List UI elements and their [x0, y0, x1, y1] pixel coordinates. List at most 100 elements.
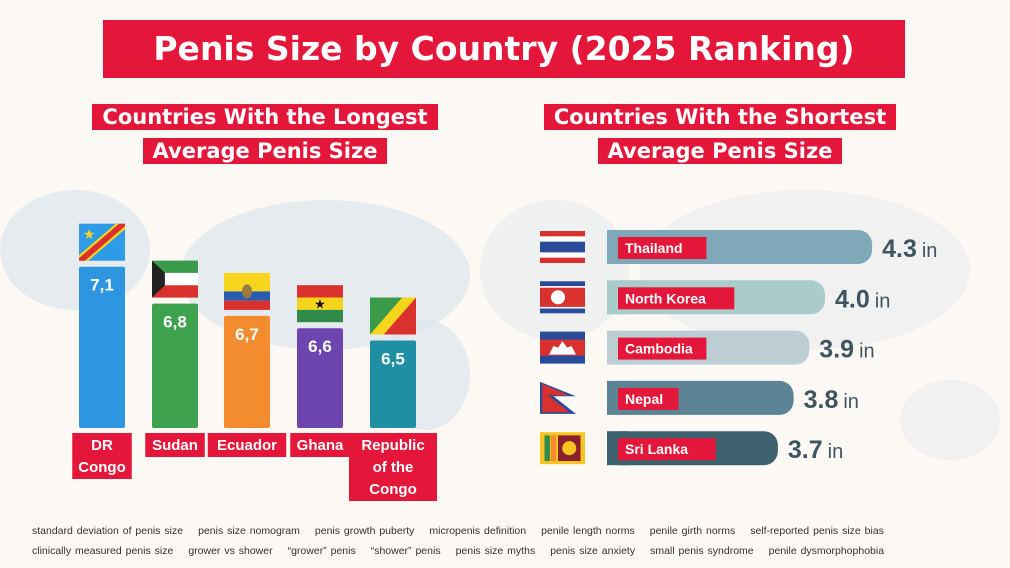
flag-stripe	[224, 272, 270, 292]
thailand-flag	[540, 231, 585, 263]
data-label: 6,6	[308, 337, 332, 356]
value-unit: in	[922, 240, 938, 262]
data-label: 7,1	[90, 276, 114, 295]
keyword-link[interactable]: penile length norms	[541, 525, 635, 537]
keywords-row: standard deviation of penis size penis si…	[32, 525, 899, 537]
value-number: 4.3	[882, 235, 917, 263]
keyword-link[interactable]: penis size nomogram	[198, 525, 300, 537]
category-label: Nepal	[625, 391, 663, 407]
flag-stripe	[544, 435, 550, 461]
flag-stripe	[152, 285, 198, 298]
lion-icon	[562, 441, 577, 456]
data-label: 6,5	[381, 350, 405, 369]
category-label-box	[349, 433, 437, 501]
flag-shape	[370, 297, 403, 335]
bar-3	[297, 328, 343, 428]
category-label-box	[618, 438, 716, 461]
value-number: 4.0	[835, 285, 870, 313]
keyword-link[interactable]: penile girth norms	[649, 525, 736, 537]
category-label-box	[207, 433, 287, 457]
bar-2	[224, 315, 270, 428]
value-number: 3.8	[804, 386, 839, 414]
ghana-flag: ★	[297, 285, 343, 323]
flag-stripe	[224, 300, 270, 310]
title-line: Countries With the Shortest	[543, 104, 897, 130]
keyword-link[interactable]: penis size myths	[455, 545, 536, 557]
coat-of-arms-icon	[242, 284, 252, 299]
category-label: DR	[91, 437, 113, 454]
left-chart-title: Countries With the Longest Average Penis …	[60, 100, 470, 168]
keyword-link[interactable]: “grower” penis	[287, 545, 356, 557]
keyword-link[interactable]: “shower” penis	[370, 545, 441, 557]
page-title: Penis Size by Country (2025 Ranking)	[103, 20, 905, 78]
category-label: Congo	[78, 459, 125, 476]
keyword-link[interactable]: small penis syndrome	[650, 545, 754, 557]
keyword-link[interactable]: penile dysmorphophobia	[768, 545, 885, 557]
flag-shape	[383, 297, 416, 335]
keyword-link[interactable]: self-reported penis size bias	[750, 525, 884, 537]
title-line: Average Penis Size	[142, 138, 388, 164]
flag-shape	[79, 223, 125, 261]
flag-stripe	[297, 297, 343, 310]
dr-congo-flag: ★	[79, 223, 125, 261]
keyword-link[interactable]: micropenis definition	[429, 525, 527, 537]
value-label: 4.3 in	[882, 235, 937, 263]
value-label: 3.8 in	[804, 386, 859, 414]
value-number: 3.7	[788, 436, 823, 464]
category-label: of the	[373, 459, 414, 476]
ecuador-flag	[224, 272, 270, 310]
value-unit: in	[859, 341, 875, 363]
flag-shape	[542, 384, 570, 413]
data-label: 6,8	[163, 313, 187, 332]
flag-shape	[549, 341, 576, 355]
flag-shape	[152, 260, 165, 298]
title-line: Average Penis Size	[597, 138, 843, 164]
category-label-box	[145, 433, 205, 457]
value-unit: in	[828, 441, 844, 463]
bar-0	[79, 266, 125, 428]
star-icon: ★	[83, 227, 96, 243]
category-label-box	[618, 387, 679, 410]
category-label: Republic	[361, 437, 424, 454]
keyword-link[interactable]: standard deviation of penis size	[32, 525, 184, 537]
category-label-box	[618, 237, 707, 259]
republic-of-congo-flag	[370, 297, 416, 335]
category-label-box	[72, 433, 132, 479]
category-label-box	[290, 433, 350, 457]
value-label: 3.9 in	[819, 336, 874, 364]
value-label: 3.7 in	[788, 436, 843, 464]
category-label: Thailand	[625, 240, 683, 256]
world-map-shape	[640, 190, 970, 350]
flag-stripe	[152, 260, 198, 273]
sri-lanka-flag	[540, 432, 585, 465]
flag-stripe	[540, 231, 585, 237]
right-chart-title: Countries With the Shortest Average Penis…	[510, 100, 930, 168]
category-label-box	[618, 337, 707, 360]
category-label: Congo	[369, 481, 416, 498]
value-unit: in	[875, 290, 891, 312]
category-label-box	[618, 287, 735, 310]
value-unit: in	[843, 391, 859, 413]
flag-stripe	[550, 435, 557, 461]
bar-4	[370, 340, 416, 428]
bar-1	[152, 303, 198, 428]
nepal-flag	[540, 381, 576, 414]
data-label: 6,7	[235, 325, 259, 344]
flag-stripe	[540, 241, 585, 253]
flag-stripe	[297, 285, 343, 298]
north-korea-flag	[540, 281, 585, 314]
category-label: Ghana	[297, 437, 344, 454]
keyword-link[interactable]: penis size anxiety	[550, 545, 636, 557]
world-map-shape	[480, 200, 630, 340]
category-label: Sri Lanka	[625, 441, 688, 457]
keyword-link[interactable]: grower vs shower	[188, 545, 273, 557]
category-label: Cambodia	[625, 341, 693, 357]
star-icon	[550, 290, 566, 305]
star-icon: ★	[314, 298, 326, 313]
title-line: Countries With the Longest	[92, 104, 438, 130]
value-label: 4.0 in	[835, 285, 890, 313]
flag-stripe	[297, 309, 343, 323]
keyword-link[interactable]: clinically measured penis size	[32, 545, 174, 557]
keyword-link[interactable]: penis growth puberty	[314, 525, 415, 537]
